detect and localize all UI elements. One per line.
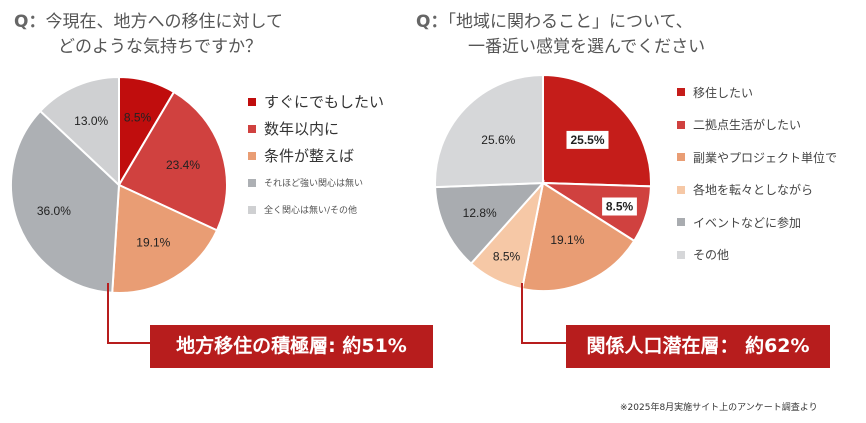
question-1-line1: 今現在、地方への移住に対して bbox=[45, 12, 283, 32]
pie-chart-2: 25.5% 8.5% 19.1% 8.5% 12.8% 25.6% bbox=[434, 73, 652, 292]
legend2-item-4: 各地を転々としながら bbox=[677, 174, 837, 207]
legend2-item-6: その他 bbox=[677, 239, 837, 272]
question-1-line2: どのような気持ちですか？ bbox=[58, 37, 262, 57]
pie2-slice-5 bbox=[434, 181, 546, 265]
legend-chart-2: 移住したい二拠点生活がしたい副業やプロジェクト単位で 各地を転々としながら イベント… bbox=[677, 76, 837, 271]
legend2-swatch-5 bbox=[677, 218, 685, 227]
question-2: Q：「地域に関わること」について、 一番近い感覚を選んでください bbox=[416, 10, 705, 60]
legend-chart-1: すぐにでもしたい 数年以内に条件が整えばそれほど強い関心は無い 全く関心は無い/その… bbox=[248, 88, 384, 223]
callout-line-1 bbox=[107, 283, 150, 344]
legend2-item-5: イベントなどに参加 bbox=[677, 206, 837, 239]
pie1-label-3: 19.1% bbox=[136, 236, 170, 250]
pie1-slice-2 bbox=[117, 90, 228, 232]
legend1-swatch-3 bbox=[248, 151, 256, 160]
legend2-label-6: その他 bbox=[693, 248, 730, 263]
banner-active-migration: 地方移住の積極層: 約51% bbox=[150, 325, 433, 368]
pie2-label-3: 19.1% bbox=[550, 233, 584, 247]
callout-line-2 bbox=[521, 283, 566, 344]
pie1-slice-5 bbox=[38, 75, 120, 188]
legend2-label-1: 移住したい bbox=[693, 85, 754, 100]
question-1-prefix: Q： bbox=[14, 12, 46, 32]
legend2-swatch-6 bbox=[677, 250, 685, 259]
legend1-label-3: 条件が整えば bbox=[264, 147, 355, 165]
legend1-label-1: すぐにでもしたい bbox=[264, 93, 385, 111]
pie2-label-1: 25.5% bbox=[570, 133, 604, 147]
legend1-item-1: すぐにでもしたい bbox=[248, 88, 384, 115]
legend2-swatch-4 bbox=[677, 185, 685, 194]
legend2-label-3: 副業やプロジェクト単位で bbox=[693, 150, 838, 165]
question-2-prefix: Q： bbox=[416, 12, 448, 32]
footnote: ※2025年8月実施サイト上のアンケート調査より bbox=[620, 403, 818, 413]
pie2-label-6: 25.6% bbox=[481, 133, 515, 147]
question-2-line1: 「地域に関わること」について、 bbox=[447, 12, 693, 32]
legend2-item-3: 副業やプロジェクト単位で bbox=[677, 141, 837, 174]
pie2-label-5: 12.8% bbox=[463, 206, 497, 220]
pie1-label-1: 8.5% bbox=[124, 111, 152, 125]
question-2-line2: 一番近い感覚を選んでください bbox=[468, 37, 706, 57]
legend2-swatch-3 bbox=[677, 153, 685, 162]
legend1-item-2: 数年以内に bbox=[248, 115, 384, 142]
pie1-slice-4 bbox=[10, 109, 121, 294]
pie1-slice-3 bbox=[111, 183, 219, 294]
legend2-label-5: イベントなどに参加 bbox=[693, 215, 802, 230]
legend2-item-2: 二拠点生活がしたい bbox=[677, 109, 837, 142]
question-1: Q：今現在、地方への移住に対して どのような気持ちですか？ bbox=[14, 10, 283, 60]
pie2-label-4: 8.5% bbox=[493, 249, 521, 263]
legend1-swatch-1 bbox=[248, 97, 256, 106]
legend1-item-4: それほど強い関心は無い bbox=[248, 169, 384, 196]
legend2-swatch-1 bbox=[677, 88, 685, 97]
banner-potential-relation: 関係人口潜在層： 約62% bbox=[566, 325, 830, 368]
legend1-item-3: 条件が整えば bbox=[248, 142, 384, 169]
pie2-label-2: 8.5% bbox=[606, 200, 634, 214]
legend1-item-5: 全く関心は無い/その他 bbox=[248, 196, 384, 223]
pie1-label-5: 13.0% bbox=[74, 114, 108, 128]
pie1-label-4: 36.0% bbox=[37, 204, 71, 218]
pie-chart-1: 8.5% 23.4% 19.1% 36.0% 13.0% bbox=[10, 75, 228, 294]
legend2-label-4: 各地を転々としながら bbox=[693, 183, 814, 198]
legend2-item-1: 移住したい bbox=[677, 76, 837, 109]
pie2-slice-3 bbox=[520, 181, 636, 292]
legend2-swatch-2 bbox=[677, 120, 685, 129]
legend1-label-5: 全く関心は無い/その他 bbox=[264, 206, 358, 216]
legend1-label-2: 数年以内に bbox=[264, 120, 340, 138]
legend1-label-4: それほど強い関心は無い bbox=[264, 179, 364, 189]
pie2-slice-1 bbox=[542, 73, 652, 188]
legend1-swatch-5 bbox=[248, 205, 256, 214]
legend1-swatch-4 bbox=[248, 178, 256, 187]
legend2-label-2: 二拠点生活がしたい bbox=[693, 118, 802, 133]
pie1-label-2: 23.4% bbox=[166, 158, 200, 172]
pie2-label-bg-2 bbox=[602, 197, 637, 216]
legend1-swatch-2 bbox=[248, 124, 256, 133]
pie2-label-bg-1 bbox=[566, 130, 609, 149]
pie2-slice-6 bbox=[434, 73, 544, 189]
